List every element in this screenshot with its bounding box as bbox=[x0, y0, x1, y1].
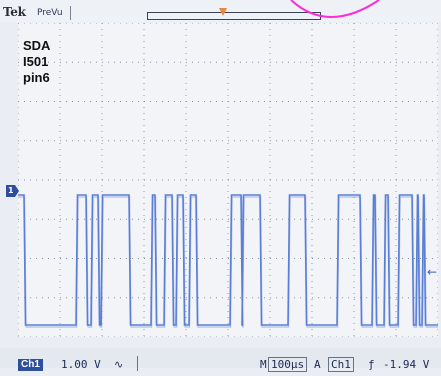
bottom-status-bar bbox=[0, 348, 441, 368]
coupling-icon: ∿ bbox=[114, 358, 124, 371]
trigger-source[interactable]: Ch1 bbox=[328, 357, 354, 372]
brand-logo: Tek bbox=[3, 5, 26, 19]
trigger-position-marker bbox=[219, 8, 227, 16]
waveform-line bbox=[18, 194, 438, 326]
trace-label: SDA I501 pin6 bbox=[23, 38, 50, 86]
graticule-grid bbox=[18, 23, 438, 337]
trigger-level-arrow-icon[interactable]: ← bbox=[427, 265, 438, 279]
trigger-a-label: A bbox=[314, 358, 321, 371]
ch1-marker-label: 1 bbox=[8, 186, 14, 195]
trace-label-line: I501 bbox=[23, 54, 49, 69]
channel-badge[interactable]: Ch1 bbox=[18, 359, 43, 371]
trace-label-line: SDA bbox=[23, 38, 51, 53]
main-timebase-label: M bbox=[260, 358, 267, 371]
waveform-persistence bbox=[18, 196, 438, 328]
annotation-arc bbox=[290, 0, 380, 18]
channel1-waveform bbox=[18, 194, 438, 328]
divider bbox=[70, 6, 71, 20]
trigger-edge-icon: ƒ bbox=[368, 358, 375, 371]
acquisition-mode: PreVu bbox=[37, 8, 63, 18]
trace-label-line: pin6 bbox=[23, 70, 50, 85]
divider bbox=[137, 356, 138, 371]
timebase-value[interactable]: 100µs bbox=[268, 357, 308, 372]
volts-per-div[interactable]: 1.00 V bbox=[61, 358, 101, 371]
oscilloscope-graticule bbox=[18, 23, 438, 337]
trigger-level-value[interactable]: -1.94 V bbox=[383, 358, 430, 371]
ch1-ground-marker[interactable] bbox=[6, 185, 19, 197]
